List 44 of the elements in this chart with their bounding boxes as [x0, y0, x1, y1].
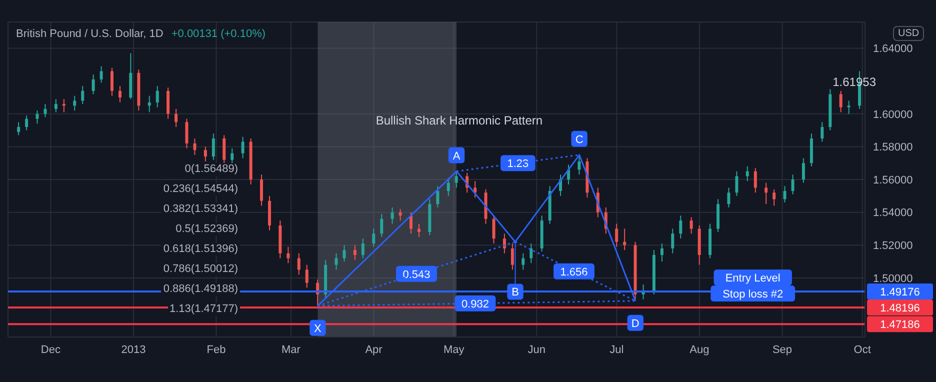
x-tick-label: Feb — [206, 344, 226, 356]
x-tick-label: Mar — [282, 344, 301, 356]
x-tick-label: Jul — [610, 344, 624, 356]
y-axis-title: USD — [893, 26, 924, 41]
annotation: Stop loss #2 — [722, 288, 784, 301]
ref-line-label: 1.48196 — [880, 302, 920, 315]
ref-line-label: 1.49176 — [880, 286, 920, 298]
annotation: Entry Level — [725, 272, 780, 284]
annotation: 1.13(1.47177) — [168, 303, 240, 316]
annotation: A — [452, 150, 461, 162]
x-tick-label: Apr — [365, 344, 383, 356]
annotation: B — [512, 286, 519, 299]
y-tick-label: 1.64000 — [873, 43, 913, 56]
annotation: 0.886(1.49188) — [161, 283, 240, 296]
annotation: 1.23 — [507, 158, 529, 170]
y-tick-label: 1.52000 — [873, 240, 913, 252]
annotation: D — [631, 318, 640, 330]
annotation: 0.786(1.50012) — [161, 263, 240, 276]
x-tick-label: May — [443, 344, 465, 356]
text: +0.00131 (+0.10%) — [171, 28, 266, 40]
text: British Pound / U.S. Dollar, 1D — [16, 28, 164, 40]
annotation: 0.618(1.51396) — [161, 243, 240, 256]
annotation: 1.656 — [560, 266, 588, 278]
x-tick-label: Oct — [854, 344, 871, 356]
annotation: X — [314, 322, 322, 335]
y-tick-label: 1.54000 — [873, 207, 913, 220]
y-tick-label: 1.50000 — [873, 272, 913, 285]
x-tick-label: 2013 — [121, 344, 146, 356]
annotation: 0(1.56489) — [182, 163, 240, 176]
x-tick-label: Jun — [528, 344, 546, 356]
y-tick-label: 1.60000 — [873, 108, 913, 121]
annotation: Bullish Shark Harmonic Pattern — [376, 113, 543, 128]
annotation: 0.236(1.54544) — [161, 183, 240, 196]
annotation: C — [575, 134, 584, 146]
y-tick-label: 1.58000 — [873, 142, 913, 154]
y-tick-label: 1.56000 — [873, 174, 913, 186]
x-tick-label: Aug — [690, 344, 710, 356]
ref-line-label: 1.47186 — [880, 319, 920, 332]
annotation: 0.5(1.52369) — [174, 223, 240, 236]
annotation: 0.543 — [402, 268, 430, 281]
annotation: 0.982 — [461, 298, 489, 310]
x-tick-label: Dec — [40, 344, 61, 356]
annotation: 0.382(1.53341) — [161, 203, 240, 216]
x-tick-label: Sep — [772, 344, 792, 356]
